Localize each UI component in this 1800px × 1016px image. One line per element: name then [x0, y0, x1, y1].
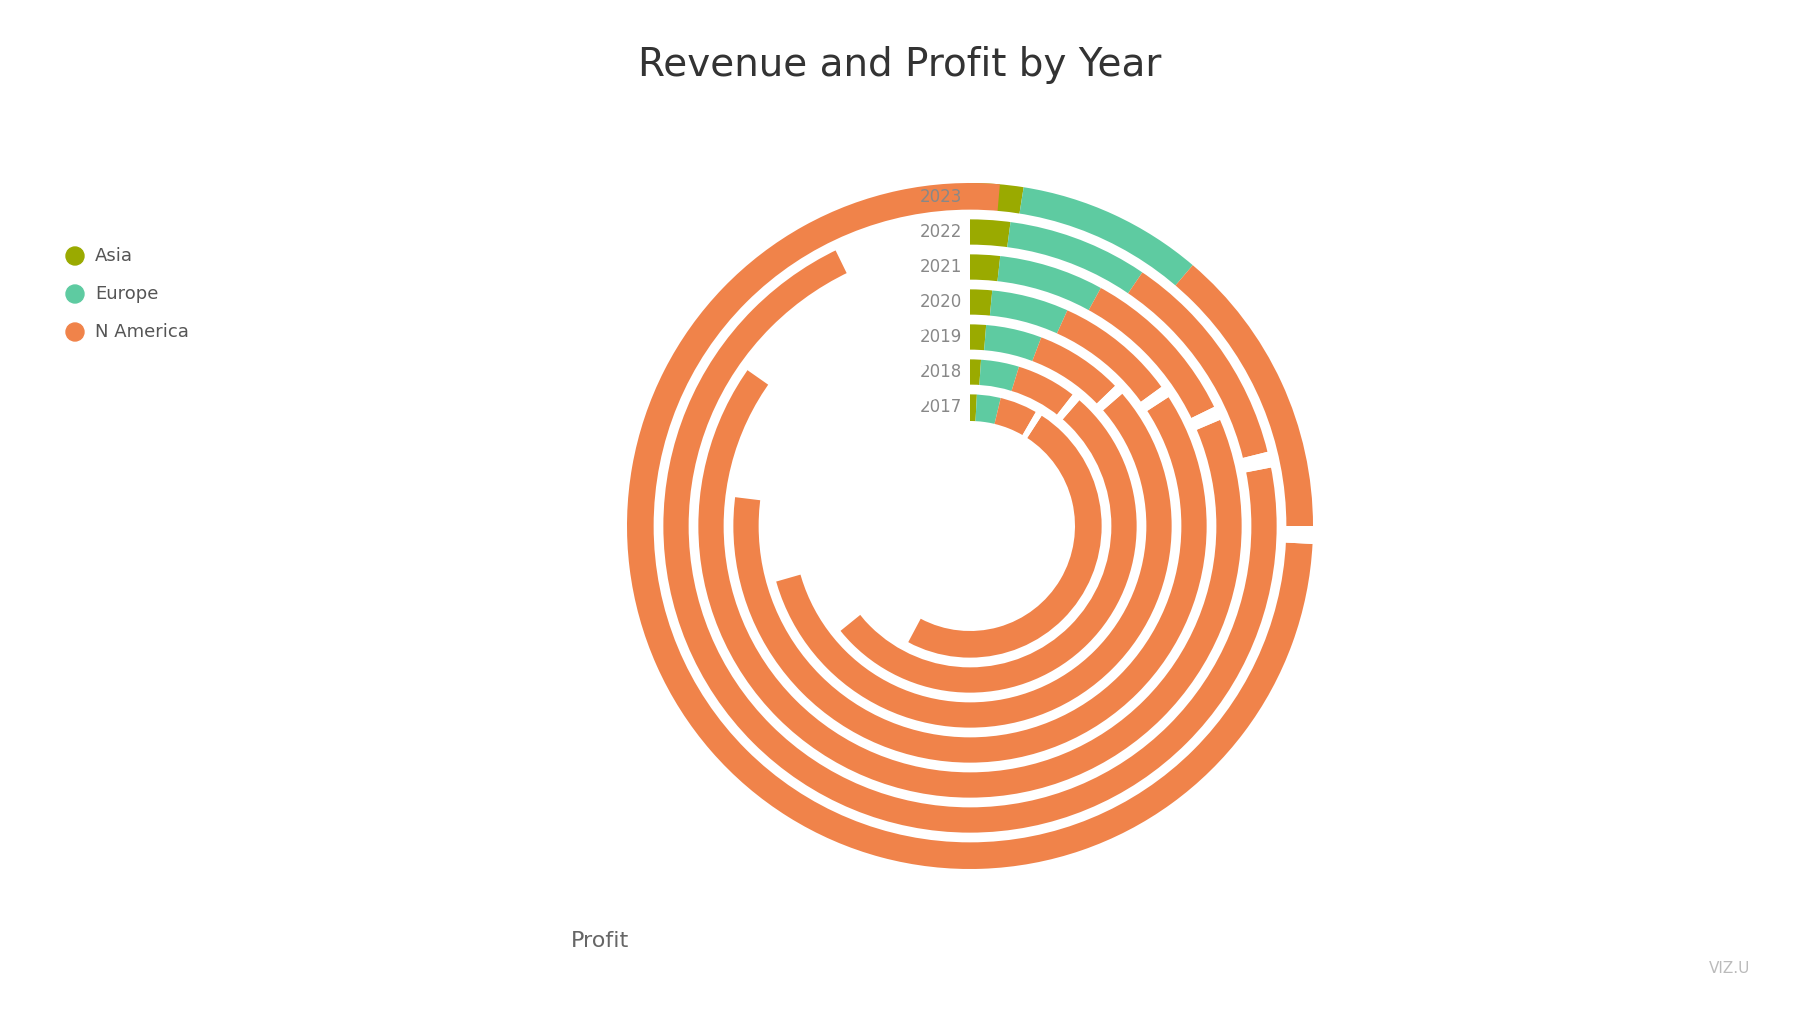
Wedge shape: [970, 358, 981, 386]
Wedge shape: [990, 290, 1067, 334]
Circle shape: [871, 428, 1067, 624]
Text: Asia: Asia: [95, 247, 133, 265]
Text: 2019: 2019: [920, 328, 961, 346]
Wedge shape: [907, 415, 1103, 659]
Wedge shape: [774, 393, 1174, 729]
Text: Europe: Europe: [95, 285, 158, 303]
Wedge shape: [1012, 366, 1073, 416]
Text: 2022: 2022: [920, 223, 961, 241]
Wedge shape: [626, 183, 1312, 869]
Circle shape: [67, 323, 85, 341]
Text: Profit: Profit: [571, 931, 630, 951]
Wedge shape: [1022, 410, 1042, 438]
Wedge shape: [1139, 386, 1170, 411]
Wedge shape: [997, 255, 1102, 311]
Wedge shape: [733, 396, 1208, 764]
Text: 2021: 2021: [920, 258, 961, 276]
Text: 2017: 2017: [920, 398, 961, 416]
Wedge shape: [970, 218, 1012, 249]
Wedge shape: [662, 249, 1278, 834]
Wedge shape: [1285, 526, 1312, 544]
Text: N America: N America: [95, 323, 189, 341]
Text: Revenue and Profit by Year: Revenue and Profit by Year: [639, 46, 1161, 84]
Wedge shape: [1006, 220, 1143, 295]
Wedge shape: [1087, 287, 1215, 419]
Wedge shape: [970, 183, 1024, 214]
Wedge shape: [697, 370, 1244, 799]
Wedge shape: [1057, 309, 1163, 402]
Wedge shape: [1190, 406, 1220, 430]
Wedge shape: [1057, 393, 1080, 421]
Wedge shape: [1096, 385, 1123, 411]
Wedge shape: [1127, 271, 1269, 458]
Circle shape: [67, 285, 85, 303]
Wedge shape: [979, 359, 1019, 392]
Wedge shape: [985, 324, 1042, 363]
Wedge shape: [970, 288, 992, 317]
Wedge shape: [1019, 187, 1193, 287]
Circle shape: [67, 247, 85, 265]
Wedge shape: [970, 253, 1001, 282]
Wedge shape: [1175, 265, 1312, 526]
Wedge shape: [995, 396, 1037, 435]
Text: 2023: 2023: [920, 188, 961, 206]
Text: 2020: 2020: [920, 293, 961, 311]
Text: 2018: 2018: [920, 363, 961, 381]
Wedge shape: [1242, 451, 1273, 472]
Wedge shape: [1031, 336, 1116, 404]
Wedge shape: [976, 393, 1001, 424]
Wedge shape: [970, 393, 977, 422]
Wedge shape: [970, 323, 986, 352]
Text: VIZ.U: VIZ.U: [1708, 961, 1750, 976]
Wedge shape: [839, 399, 1138, 694]
